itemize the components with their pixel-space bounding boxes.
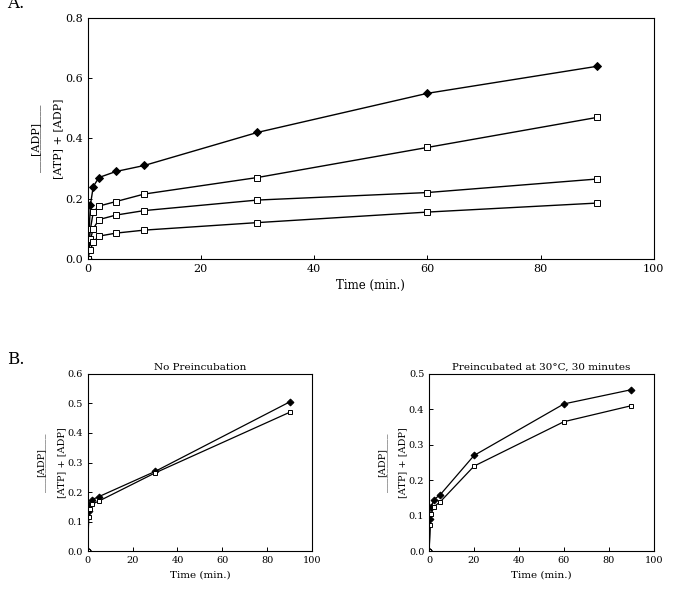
Y-axis label: [ADP]
‾‾‾‾‾‾‾‾‾‾‾‾
[ATP] + [ADP]: [ADP] ‾‾‾‾‾‾‾‾‾‾‾‾ [ATP] + [ADP]: [36, 427, 66, 498]
X-axis label: Time (min.): Time (min.): [511, 571, 572, 580]
Text: A.: A.: [7, 0, 24, 12]
Y-axis label: [ADP]
‾‾‾‾‾‾‾‾‾‾‾‾
[ATP] + [ADP]: [ADP] ‾‾‾‾‾‾‾‾‾‾‾‾ [ATP] + [ADP]: [30, 98, 63, 179]
X-axis label: Time (min.): Time (min.): [170, 571, 231, 580]
Title: Preincubated at 30°C, 30 minutes: Preincubated at 30°C, 30 minutes: [452, 362, 631, 371]
Y-axis label: [ADP]
‾‾‾‾‾‾‾‾‾‾‾‾
[ATP] + [ADP]: [ADP] ‾‾‾‾‾‾‾‾‾‾‾‾ [ATP] + [ADP]: [377, 427, 407, 498]
X-axis label: Time (min.): Time (min.): [336, 279, 405, 292]
Title: No Preincubation: No Preincubation: [154, 362, 246, 371]
Text: B.: B.: [7, 351, 24, 368]
